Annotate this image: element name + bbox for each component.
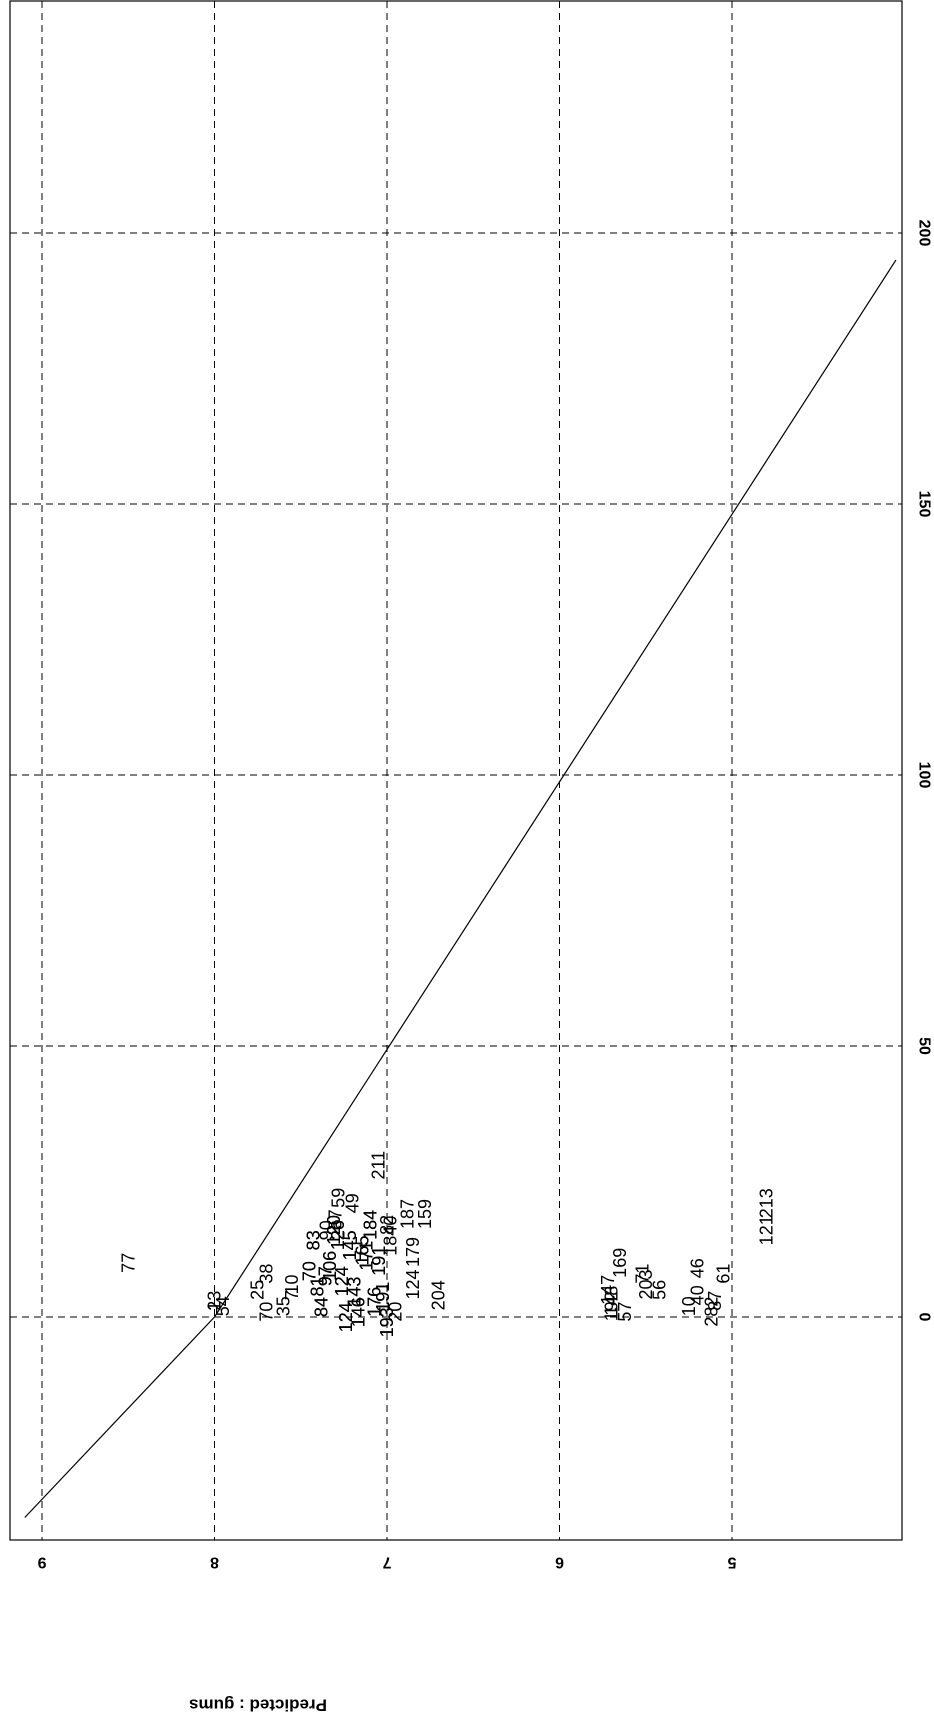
- point-label-87: 87: [705, 1291, 725, 1311]
- point-cluster-mark: 145: [340, 1230, 360, 1260]
- point-cluster-mark: 193: [377, 1307, 397, 1337]
- point-label-61: 61: [713, 1264, 733, 1284]
- point-label-213: 213: [757, 1188, 777, 1218]
- point-cluster-mark: 184: [361, 1210, 381, 1240]
- point-cluster-mark: 81: [308, 1276, 328, 1296]
- y-tick-label-8: 8: [210, 1554, 219, 1571]
- point-cluster-mark: 120: [324, 1215, 344, 1245]
- plot-frame: [9, 0, 903, 1541]
- point-label-169: 169: [610, 1248, 630, 1278]
- point-cluster-mark: 165: [353, 1235, 373, 1265]
- point-label-40: 40: [688, 1285, 708, 1305]
- point-label-7: 7: [282, 1290, 302, 1300]
- point-cluster-mark: 191: [369, 1246, 389, 1276]
- point-label-25: 25: [248, 1280, 268, 1300]
- point-cluster-mark: 146: [348, 1297, 368, 1327]
- point-cluster-mark: 81: [308, 1276, 328, 1296]
- point-label-192: 192: [601, 1291, 621, 1321]
- point-label-46: 46: [688, 1258, 708, 1278]
- point-label-148: 148: [601, 1286, 621, 1316]
- point-cluster-mark: 120: [324, 1215, 344, 1245]
- y-tick-label-9: 9: [37, 1554, 46, 1571]
- point-cluster-mark: 97: [316, 1266, 336, 1286]
- point-label-10: 10: [282, 1274, 302, 1294]
- x-tick-label-150: 150: [916, 491, 933, 518]
- point-label-187: 187: [398, 1199, 418, 1229]
- point-label-59: 59: [329, 1188, 349, 1208]
- y-axis-title: Predicted : gums: [189, 1696, 327, 1715]
- point-cluster-mark: 176: [365, 1287, 385, 1317]
- point-cluster-mark: 165: [353, 1235, 373, 1265]
- point-label-147: 147: [598, 1275, 618, 1305]
- point-label-23: 23: [205, 1291, 225, 1311]
- point-label-204: 204: [429, 1280, 449, 1310]
- point-cluster-mark: 124: [336, 1302, 356, 1332]
- x-tick-label-200: 200: [916, 220, 933, 247]
- point-label-49: 49: [343, 1193, 363, 1213]
- y-tick-label-5: 5: [727, 1554, 736, 1571]
- point-label-90: 90: [317, 1220, 337, 1240]
- y-tick-label-6: 6: [555, 1554, 564, 1571]
- point-label-38: 38: [256, 1264, 276, 1284]
- point-label-203: 203: [636, 1269, 656, 1299]
- point-cluster-mark: 146: [348, 1297, 368, 1327]
- point-label-124: 124: [403, 1269, 423, 1299]
- point-cluster-mark: 124: [336, 1302, 356, 1332]
- point-label-56: 56: [650, 1280, 670, 1300]
- point-cluster-mark: 171: [357, 1241, 377, 1271]
- point-label-121: 121: [757, 1215, 777, 1245]
- point-label-1840: 1840: [380, 1216, 400, 1256]
- point-cluster-mark: 126: [328, 1220, 348, 1250]
- point-cluster-mark: 171: [357, 1241, 377, 1271]
- point-label-282: 282: [701, 1297, 721, 1327]
- point-cluster-mark: 84: [312, 1297, 332, 1317]
- point-cluster-mark: 143: [344, 1277, 364, 1307]
- x-tick-label-50: 50: [916, 1037, 933, 1055]
- point-cluster-mark: 184: [361, 1210, 381, 1240]
- point-label-179: 179: [403, 1237, 423, 1267]
- point-cluster-mark: 145: [340, 1230, 360, 1260]
- point-label-71: 71: [632, 1264, 652, 1284]
- point-cluster-mark: 191: [369, 1246, 389, 1276]
- point-cluster-mark: 143: [344, 1277, 364, 1307]
- point-cluster-mark: 70: [299, 1261, 319, 1281]
- point-cluster-mark: 191: [373, 1282, 393, 1312]
- point-cluster-mark: 70: [299, 1261, 319, 1281]
- point-cluster-mark: 84: [312, 1297, 332, 1317]
- point-cluster-mark: 106: [320, 1251, 340, 1281]
- point-label-10: 10: [679, 1296, 699, 1316]
- point-cluster-mark: 193: [377, 1307, 397, 1337]
- point-cluster-mark: 126: [328, 1220, 348, 1250]
- point-label-35: 35: [274, 1296, 294, 1316]
- fit-line: [24, 259, 897, 1518]
- point-label-211: 211: [368, 1151, 388, 1180]
- point-label-57: 57: [615, 1302, 635, 1322]
- x-tick-label-0: 0: [916, 1313, 933, 1322]
- point-cluster-mark: 83: [304, 1230, 324, 1250]
- x-tick-label-100: 100: [916, 762, 933, 789]
- point-label-20: 20: [386, 1302, 406, 1322]
- point-label-159: 159: [415, 1199, 435, 1229]
- point-label-77: 77: [118, 1253, 138, 1273]
- point-cluster-mark: 124: [332, 1266, 352, 1296]
- point-cluster-mark: 97: [316, 1266, 336, 1286]
- point-label-57: 57: [325, 1209, 345, 1229]
- point-label-70: 70: [256, 1302, 276, 1322]
- point-label-82: 82: [377, 1215, 397, 1235]
- y-tick-label-7: 7: [382, 1554, 391, 1571]
- point-label-1: 1: [205, 1301, 225, 1311]
- point-cluster-mark: 191: [373, 1282, 393, 1312]
- point-label-54: 54: [213, 1296, 233, 1316]
- point-cluster-mark: 176: [365, 1287, 385, 1317]
- point-cluster-mark: 83: [304, 1230, 324, 1250]
- point-cluster-mark: 124: [332, 1266, 352, 1296]
- point-cluster-mark: 106: [320, 1251, 340, 1281]
